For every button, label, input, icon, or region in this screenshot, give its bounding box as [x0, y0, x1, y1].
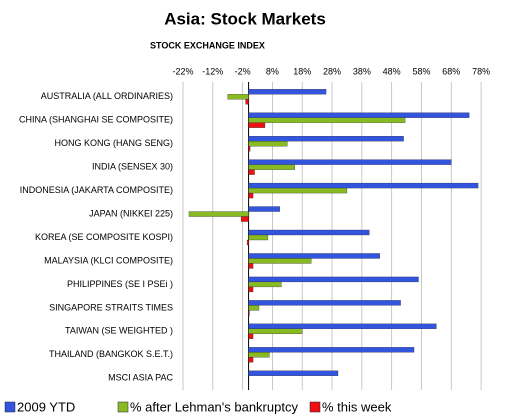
- x-tick-label: -2%: [235, 66, 251, 76]
- bar: [248, 281, 282, 288]
- bar: [248, 276, 419, 283]
- bar: [248, 141, 288, 147]
- x-tick-label: -22%: [172, 66, 193, 76]
- x-tick-label: 18%: [293, 66, 311, 76]
- y-tick-label: HONG KONG (HANG SENG): [54, 138, 173, 148]
- bar: [248, 370, 339, 376]
- y-tick-label: INDIA (SENSEX 30): [92, 161, 173, 171]
- x-tick-label: 38%: [353, 66, 371, 76]
- x-tick-label: 48%: [383, 66, 401, 76]
- y-tick-label: THAILAND (BANGKOK S.E.T.): [49, 349, 173, 359]
- bar: [248, 310, 250, 316]
- bar: [248, 234, 269, 241]
- bar: [248, 159, 452, 165]
- bar: [227, 94, 249, 100]
- bar: [248, 182, 479, 189]
- bar: [248, 164, 295, 170]
- bar: [245, 99, 249, 105]
- legend-swatch: [117, 401, 129, 413]
- bar: [246, 239, 249, 246]
- y-tick-label: MALAYSIA (KLCI COMPOSITE): [44, 255, 173, 265]
- bar: [248, 347, 415, 353]
- x-tick-label: 78%: [472, 66, 490, 76]
- bar: [248, 136, 404, 142]
- bar: [248, 89, 327, 95]
- legend-label: % after Lehman's bankruptcy: [130, 399, 298, 414]
- bar: [248, 258, 312, 264]
- y-tick-label: MSCI ASIA PAC: [108, 373, 173, 383]
- bar: [248, 263, 254, 269]
- chart-title: Asia: Stock Markets: [164, 9, 326, 28]
- bar: [248, 305, 260, 311]
- y-tick-label: SINGAPORE STRAITS TIMES: [49, 302, 173, 312]
- legend-label: % this week: [322, 399, 392, 414]
- bar: [248, 169, 255, 175]
- bar: [188, 211, 249, 217]
- bar: [248, 300, 401, 306]
- bar: [248, 253, 380, 259]
- x-tick-label: 28%: [323, 66, 341, 76]
- bar: [248, 352, 270, 358]
- bar: [248, 333, 254, 339]
- bar: [248, 192, 254, 199]
- y-tick-label: AUSTRALIA (ALL ORDINARIES): [41, 91, 173, 101]
- bar: [248, 357, 254, 363]
- bar: [240, 216, 249, 222]
- bar: [248, 323, 437, 329]
- bar: [248, 146, 251, 152]
- bar: [248, 112, 470, 118]
- y-tick-label: TAIWAN (SE WEIGHTED ): [65, 326, 173, 336]
- y-tick-label: KOREA (SE COMPOSITE KOSPI): [35, 232, 173, 242]
- y-tick-label: JAPAN (NIKKEI 225): [89, 208, 173, 218]
- legend-swatch: [4, 401, 16, 413]
- bar: [248, 117, 406, 123]
- x-tick-label: 68%: [442, 66, 460, 76]
- bar: [248, 229, 370, 236]
- bar: [248, 206, 281, 212]
- bar: [248, 328, 303, 334]
- chart-subtitle: STOCK EXCHANGE INDEX: [150, 40, 265, 50]
- y-tick-label: INDONESIA (JAKARTA COMPOSITE): [20, 185, 173, 195]
- legend-swatch: [309, 401, 321, 413]
- bar: [248, 286, 254, 293]
- y-tick-label: CHINA (SHANGHAI SE COMPOSITE): [19, 115, 173, 125]
- legend-label: 2009 YTD: [17, 399, 75, 414]
- bar: [248, 122, 266, 128]
- x-tick-label: 8%: [266, 66, 279, 76]
- x-tick-label: -12%: [202, 66, 223, 76]
- bar: [248, 187, 348, 194]
- y-tick-label: PHILIPPINES (SE I PSEi ): [67, 279, 173, 289]
- x-tick-label: 58%: [412, 66, 430, 76]
